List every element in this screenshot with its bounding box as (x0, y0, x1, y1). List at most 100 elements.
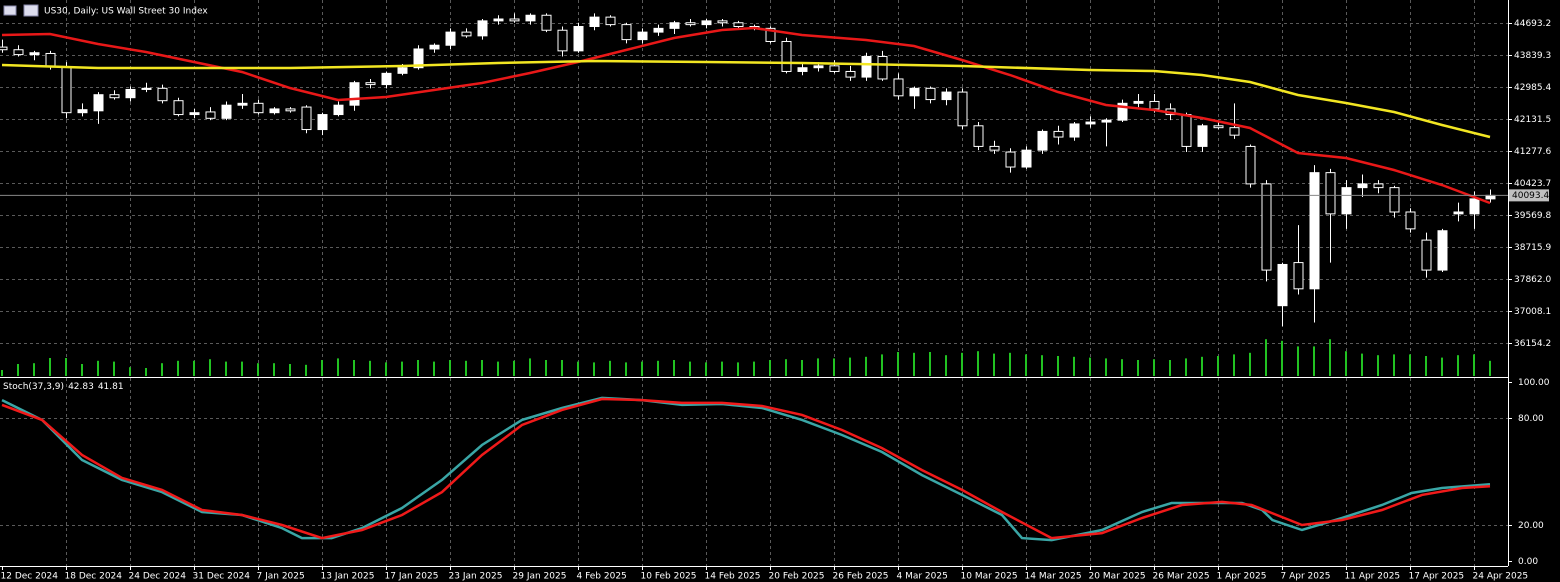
y-tick-label: 38715.9 (1514, 243, 1551, 253)
candle-body (653, 27, 664, 33)
x-tick-label: 23 Jan 2025 (449, 572, 503, 582)
x-tick-label: 20 Feb 2025 (769, 572, 825, 582)
candle-body (1197, 125, 1208, 147)
x-tick-label: 14 Feb 2025 (705, 572, 761, 582)
candle-body (189, 112, 200, 116)
candle-body (477, 20, 488, 37)
candle-body (1117, 102, 1128, 121)
candle-body (13, 49, 24, 56)
candle-body (1069, 123, 1080, 138)
candle-body (621, 24, 632, 41)
stoch-line (1, 397, 1491, 540)
candle-body (717, 20, 728, 24)
x-tick-label: 10 Feb 2025 (641, 572, 697, 582)
x-tick-label: 11 Apr 2025 (1345, 572, 1401, 582)
candle-body (1341, 187, 1352, 215)
candle-body (1389, 187, 1400, 213)
candle-body (557, 29, 568, 52)
price-tag-box (1509, 189, 1549, 202)
candle-body (1309, 172, 1320, 290)
candle-body (893, 78, 904, 97)
x-tick-label: 7 Apr 2025 (1281, 572, 1331, 582)
candle-body (1085, 121, 1096, 125)
y-tick-label: 37862.0 (1514, 275, 1551, 285)
candle-body (781, 40, 792, 72)
candle-body (765, 27, 776, 42)
candle-body (1277, 263, 1288, 307)
candle-body (941, 91, 952, 101)
y-tick-label: 43839.3 (1514, 51, 1551, 61)
candle-body (1053, 130, 1064, 138)
x-tick-label: 17 Apr 2025 (1409, 572, 1465, 582)
x-tick-label: 4 Mar 2025 (897, 572, 948, 582)
candle-body (1101, 119, 1112, 123)
stoch-line (1, 396, 1491, 542)
candle-body (637, 31, 648, 41)
chart-icon[interactable] (23, 4, 39, 17)
candle-body (701, 20, 712, 26)
candle-body (1005, 151, 1016, 168)
y-tick-label: 37008.1 (1514, 307, 1551, 317)
candle-body (141, 87, 152, 90)
stoch-name: Stoch(37,3,9) (3, 382, 64, 392)
candle-body (125, 88, 136, 99)
candle-body (1229, 127, 1240, 136)
candle-body (925, 87, 936, 101)
x-tick-label: 17 Jan 2025 (385, 572, 439, 582)
candle-body (877, 55, 888, 80)
candle-body (237, 102, 248, 106)
candle-body (1469, 198, 1480, 215)
candle-body (541, 14, 552, 31)
candle-body (525, 14, 536, 22)
candle-body (1245, 145, 1256, 185)
stoch-label: Stoch(37,3,9) 42.83 41.81 (3, 382, 124, 392)
candle-body (1357, 183, 1368, 189)
candle-body (445, 31, 456, 46)
candle-body (45, 52, 56, 68)
x-tick-label: 31 Dec 2024 (193, 572, 251, 582)
candle-body (973, 125, 984, 147)
x-tick-label: 24 Apr 2025 (1473, 572, 1529, 582)
moving-average (1, 59, 1491, 139)
candle-body (1325, 172, 1336, 215)
candle-body (205, 111, 216, 119)
candle-body (685, 22, 696, 26)
candle-body (77, 109, 88, 114)
candle-body (573, 25, 584, 52)
candle-body (1485, 194, 1496, 200)
window-icon[interactable] (3, 5, 17, 16)
candle-body (173, 100, 184, 116)
candle-body (349, 82, 360, 106)
candle-body (733, 22, 744, 27)
candle-body (1373, 183, 1384, 189)
y-tick-label: 40423.7 (1514, 179, 1551, 189)
candle-body (1293, 262, 1304, 290)
candle-body (413, 48, 424, 69)
marks (0, 13, 1508, 542)
stoch-k-value: 42.83 (68, 382, 94, 392)
candle-body (605, 16, 616, 26)
candle-body (333, 104, 344, 116)
y-tick-label: 100.00 (1518, 378, 1550, 388)
candle-body (1453, 211, 1464, 215)
x-tick-label: 4 Feb 2025 (577, 572, 627, 582)
candle-body (29, 52, 40, 56)
moving-average (1, 26, 1491, 205)
y-tick-label: 44693.2 (1514, 19, 1551, 29)
candle-body (269, 108, 280, 114)
candle-body (429, 44, 440, 50)
x-tick-label: 29 Jan 2025 (513, 572, 567, 582)
candle-body (301, 106, 312, 131)
candle-body (109, 94, 120, 99)
candle-body (669, 22, 680, 29)
x-tick-label: 12 Dec 2024 (1, 572, 59, 582)
y-tick-label: 42131.5 (1514, 115, 1551, 125)
candle-body (1037, 130, 1048, 151)
x-tick-label: 7 Jan 2025 (257, 572, 305, 582)
candle-body (461, 31, 472, 37)
candle-body (829, 65, 840, 72)
price-tag: 40093.4 (1512, 191, 1549, 201)
candle-body (1261, 183, 1272, 271)
